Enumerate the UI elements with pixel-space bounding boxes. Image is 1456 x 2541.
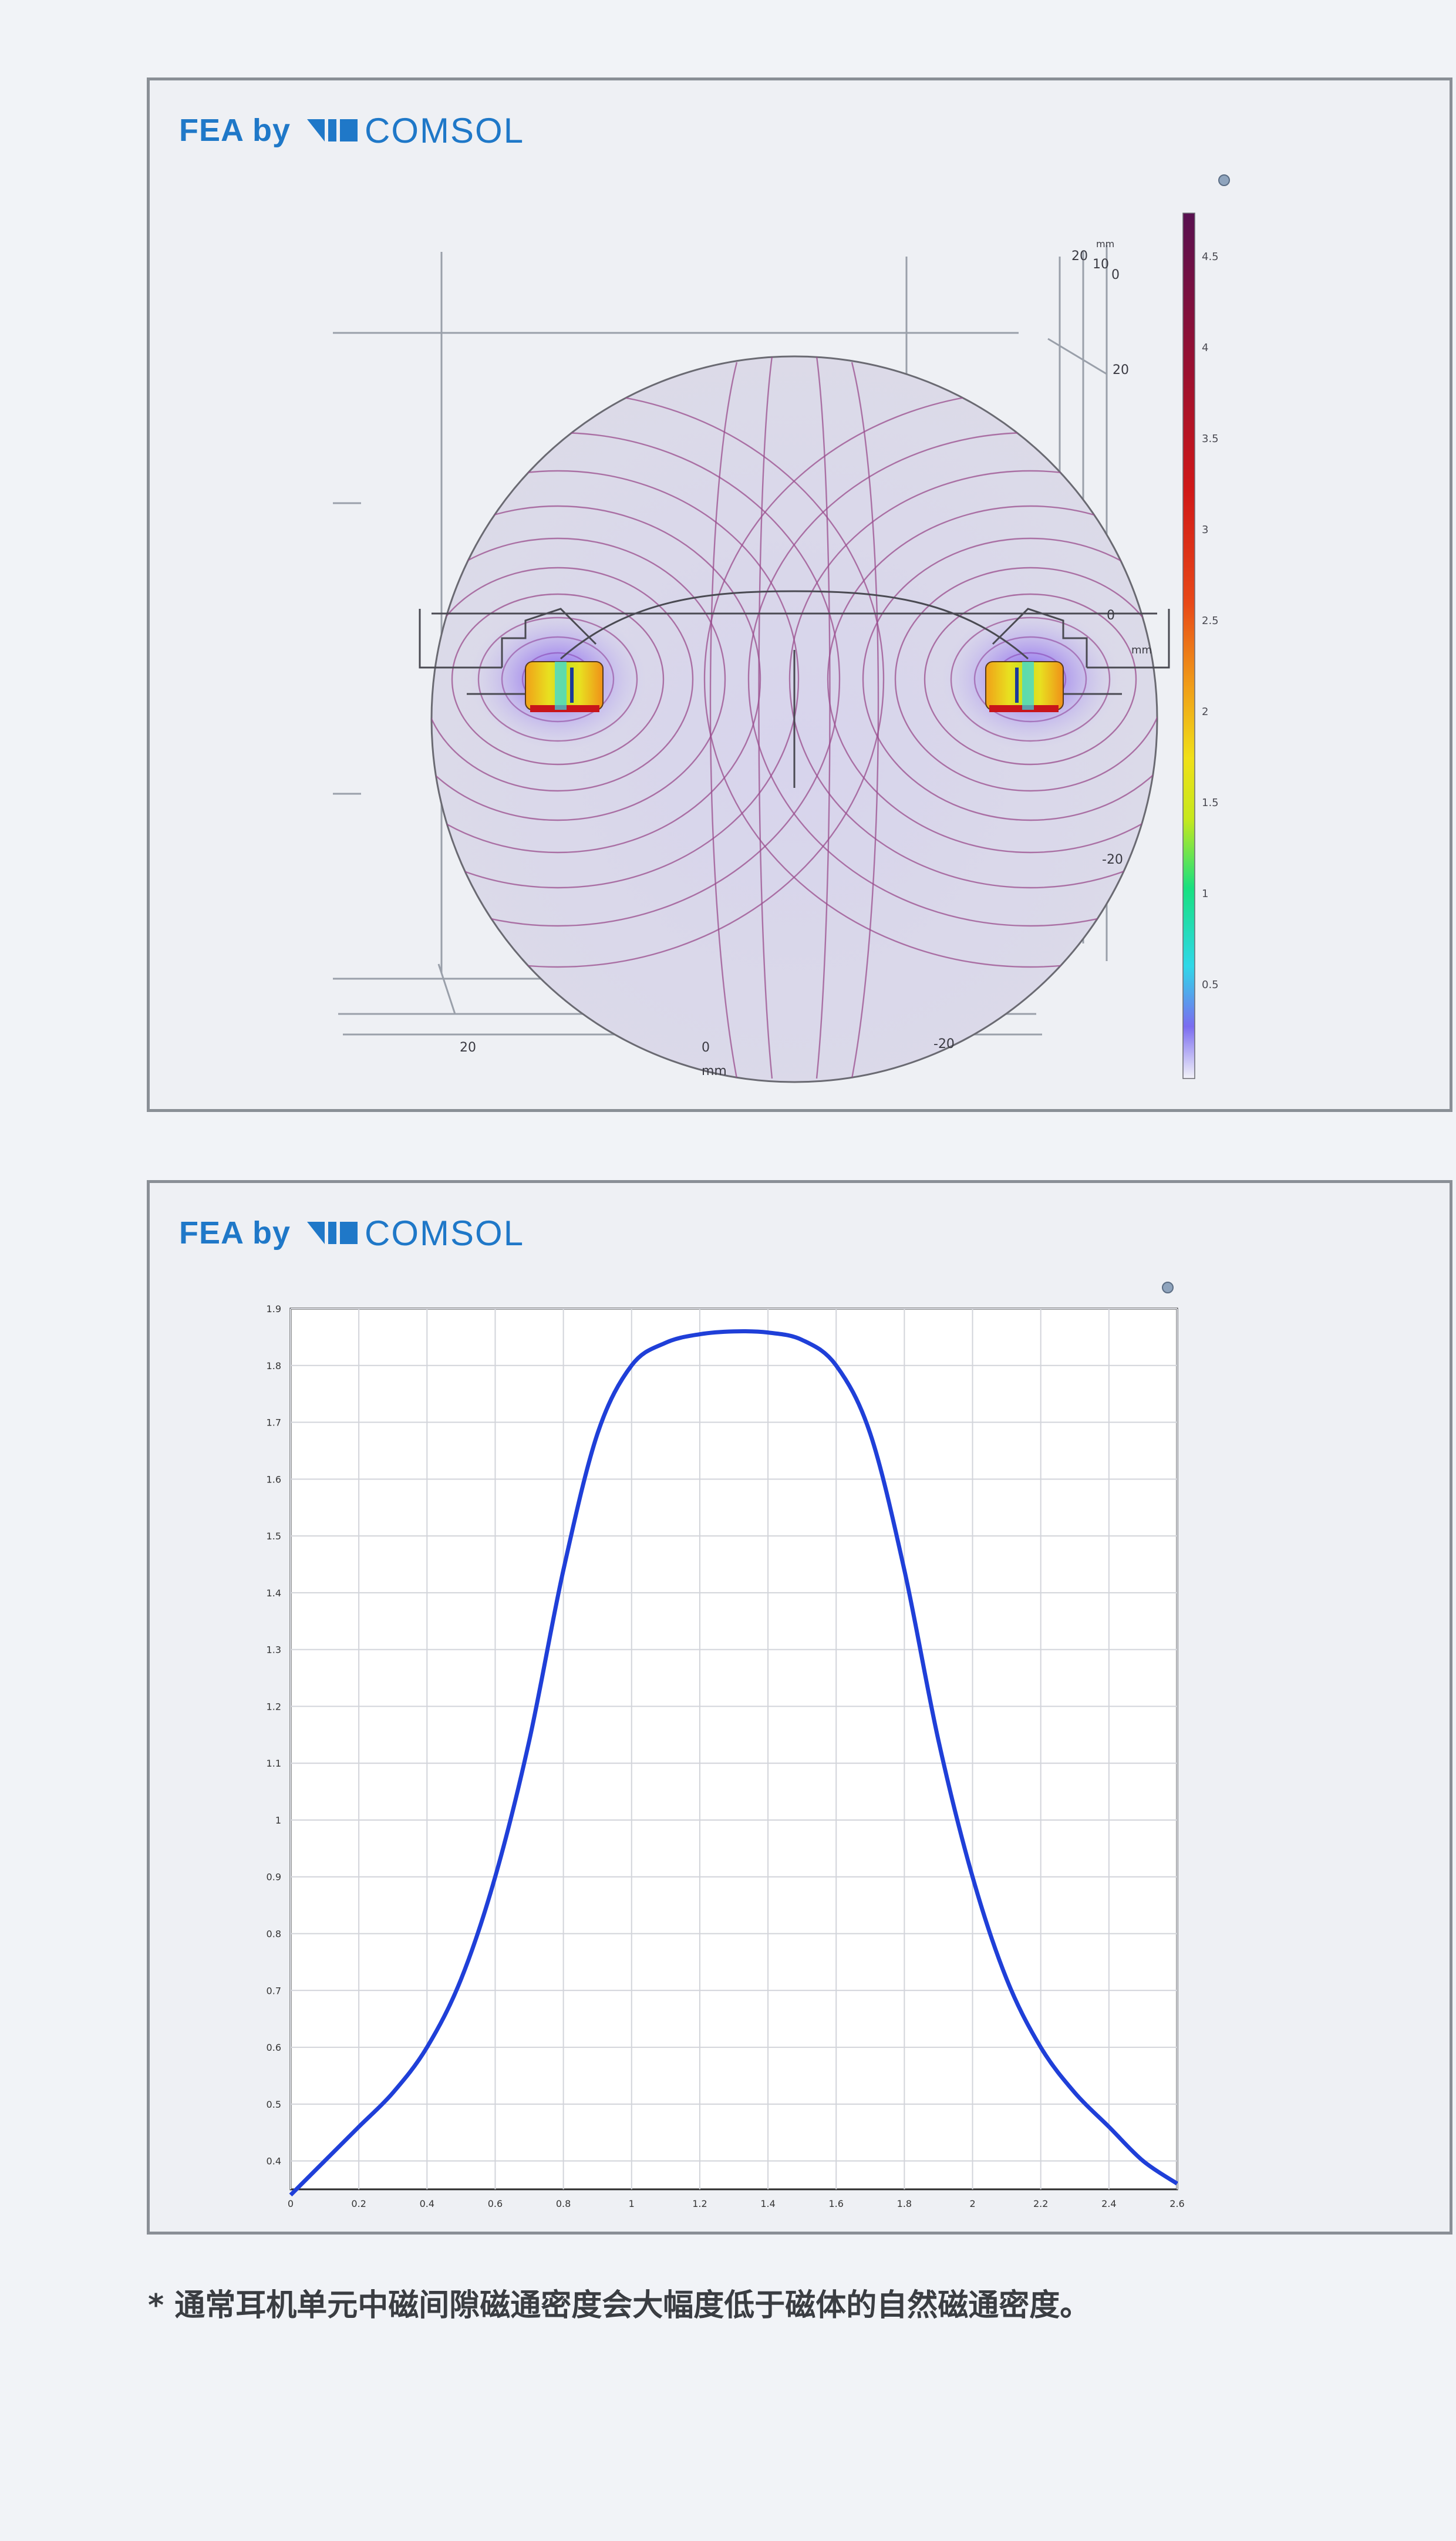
camera-icon[interactable] <box>1218 174 1230 186</box>
y-tick-label: 0.7 <box>267 1985 281 1996</box>
x-tick-label: 0 <box>288 2198 294 2209</box>
comsol-logo-icon <box>307 1222 358 1244</box>
x-tick-label: -20 <box>933 1037 955 1052</box>
driver-geometry <box>419 590 1170 788</box>
brand-prefix: FEA by <box>179 1215 291 1251</box>
colorbar-tick: 3 <box>1202 524 1208 536</box>
brand-prefix: FEA by <box>179 113 291 148</box>
colorbar-tick: 1 <box>1202 888 1208 900</box>
x-tick-label: 0.2 <box>351 2198 366 2209</box>
y-tick-label: 1.2 <box>267 1701 281 1712</box>
x-tick-label: 1.6 <box>829 2198 844 2209</box>
brand-name: COMSOL <box>365 110 525 150</box>
flux-density-line-chart: 0.4 0.5 0.6 0.7 0.8 0.9 1 1.1 1.2 1.3 1.4 1.5 1.6 1.7… <box>267 1303 1185 2209</box>
z-axis-unit: mm <box>1096 238 1114 250</box>
x-tick-label: 1.8 <box>897 2198 912 2209</box>
fea-field-plot: 20 0 -20 mm 20 0 -20 mm 20 10 0 mm 4.5 4… <box>333 213 1219 1083</box>
z-tick-label: 20 <box>1071 249 1088 264</box>
y-tick-label: 1.9 <box>267 1303 281 1315</box>
y-tick-label: 0.5 <box>267 2099 281 2110</box>
colorbar-tick: 0.5 <box>1202 979 1219 991</box>
x-tick-label: 0.8 <box>556 2198 571 2209</box>
y-tick-label: 0.8 <box>267 1929 281 1940</box>
colorbar-tick: 2.5 <box>1202 615 1219 627</box>
x-tick-label: 0.6 <box>488 2198 503 2209</box>
colorbar-tick: 4.5 <box>1202 251 1219 263</box>
x-tick-label: 2 <box>969 2198 975 2209</box>
y-tick-label: 1.5 <box>267 1531 281 1542</box>
y-tick-label: 1.3 <box>267 1644 281 1656</box>
y-tick-label: 0 <box>1107 608 1115 623</box>
y-tick-label: 20 <box>1113 363 1129 378</box>
y-tick-label: 1 <box>275 1815 281 1826</box>
x-tick-label: 1.2 <box>692 2198 707 2209</box>
x-axis-unit: mm <box>702 1064 727 1079</box>
camera-icon[interactable] <box>1162 1282 1174 1293</box>
y-tick-label: 1.6 <box>267 1474 281 1485</box>
z-tick-label: 10 <box>1093 257 1109 272</box>
x-tick-label: 2.6 <box>1169 2198 1184 2209</box>
magnet-right <box>985 661 1064 712</box>
y-tick-label: 0.6 <box>267 2042 281 2053</box>
y-axis: 0.4 0.5 0.6 0.7 0.8 0.9 1 1.1 1.2 1.3 1.4 1.5 1.6 1.7… <box>267 1303 281 2167</box>
brand-header: FEA by COMSOL <box>179 1212 524 1253</box>
series-line <box>289 1329 1178 2197</box>
comsol-logo-icon <box>307 119 358 141</box>
y-tick-label: 1.1 <box>267 1758 281 1769</box>
y-tick-label: 1.4 <box>267 1588 281 1599</box>
line-chart-panel: FEA by COMSOL 0.4 0.5 0.6 0.7 0.8 0.9 1 1.1 1.2 1… <box>147 1180 1452 2235</box>
colorbar-tick: 1.5 <box>1202 797 1219 809</box>
chart-series <box>289 1329 1178 2197</box>
x-axis: 0 0.2 0.4 0.6 0.8 1 1.2 1.4 1.6 1.8 2 2.2 2.4 2.6 <box>288 2198 1185 2209</box>
colorbar: 4.5 4 3.5 3 2.5 2 1.5 1 0.5 <box>1182 213 1219 1079</box>
y-tick-label: 0.9 <box>267 1872 281 1883</box>
y-tick-label: 1.8 <box>267 1360 281 1371</box>
y-tick-label: 1.7 <box>267 1417 281 1428</box>
chart-grid <box>290 1308 1178 2189</box>
x-tick-label: 1 <box>629 2198 635 2209</box>
plot-area <box>289 1307 1178 2190</box>
x-tick-label: 0.4 <box>420 2198 434 2209</box>
colorbar-tick: 2 <box>1202 706 1208 718</box>
x-tick-label: 1.4 <box>760 2198 775 2209</box>
footnote: * 通常耳机单元中磁间隙磁通密度会大幅度低于磁体的自然磁通密度。 <box>148 2288 1091 2323</box>
brand-name: COMSOL <box>365 1213 525 1253</box>
colorbar-tick: 4 <box>1202 342 1208 354</box>
x-tick-label: 2.2 <box>1033 2198 1048 2209</box>
brand-header: FEA by COMSOL <box>179 110 524 151</box>
colorbar-tick: 3.5 <box>1202 433 1219 445</box>
x-tick-label: 20 <box>460 1040 476 1055</box>
x-tick-label: 0 <box>702 1040 710 1055</box>
y-tick-label: -20 <box>1102 852 1123 867</box>
z-tick-label: 0 <box>1111 268 1120 282</box>
x-tick-label: 2.4 <box>1101 2198 1116 2209</box>
y-tick-label: 0.4 <box>267 2156 281 2167</box>
y-axis-unit: mm <box>1131 644 1152 656</box>
magnet-left <box>525 661 604 712</box>
fea-panel: FEA by COMSOL <box>147 77 1452 1112</box>
